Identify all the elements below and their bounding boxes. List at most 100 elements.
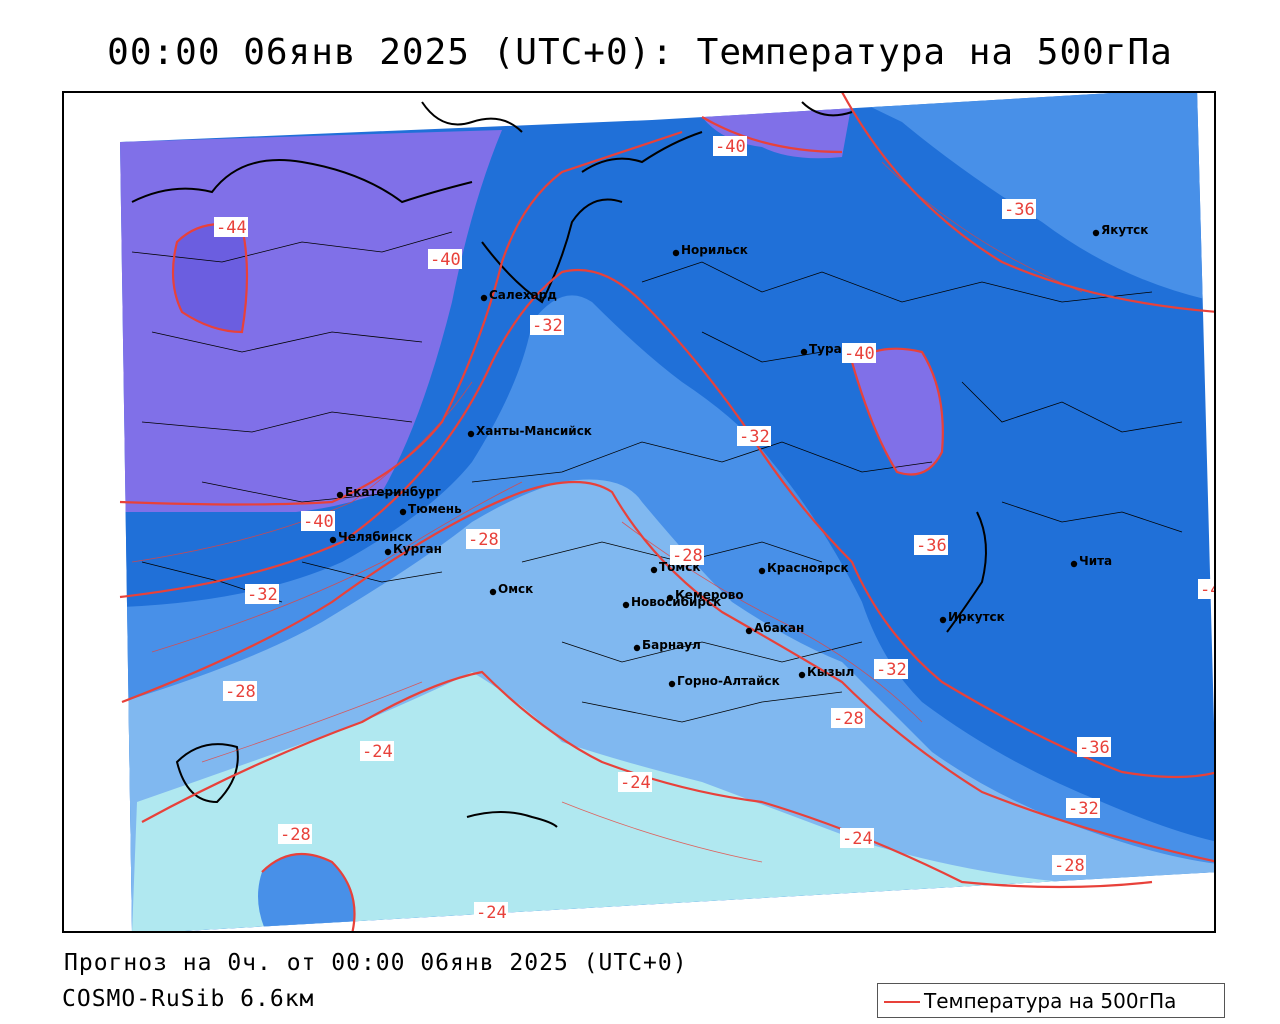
isotherm-label-bg [245, 584, 279, 604]
isotherm-label: -24 [476, 903, 507, 923]
isotherm-label-bg [278, 824, 312, 844]
isotherm-label: -24 [842, 829, 873, 849]
isotherm-label: -40 [430, 250, 461, 270]
city-label: Барнаул [642, 638, 701, 652]
city-dot [399, 508, 407, 516]
city-label: Тюмень [408, 502, 462, 516]
isotherm-label-bg [214, 217, 248, 237]
city-dot [1070, 560, 1078, 568]
city-dot [745, 627, 753, 635]
isotherm-label-bg [618, 772, 652, 792]
city-dot [672, 249, 680, 257]
city-label: Кызыл [807, 665, 854, 679]
isotherm-label: -28 [280, 825, 311, 845]
coastlines [131, 101, 987, 828]
isotherm-label: -24 [620, 773, 651, 793]
isotherm-label: -36 [1004, 200, 1035, 220]
map-frame: Якутск Норильск Салехард Тура Ханты-Мансийск… [62, 91, 1216, 933]
city-dot [800, 348, 808, 356]
isotherm-label-bg [842, 343, 876, 363]
city-label: Иркутск [948, 610, 1005, 624]
city-dot [758, 567, 766, 575]
isotherm-label: -40 [844, 344, 875, 364]
city-label: Норильск [681, 243, 748, 257]
isotherm-label: -40 [1200, 580, 1216, 600]
city-label: Красноярск [767, 561, 849, 575]
temperature-map: Якутск Норильск Салехард Тура Ханты-Мансийск… [64, 93, 1216, 931]
isotherm-label: -32 [247, 585, 278, 605]
isotherm-label: -28 [672, 546, 703, 566]
isotherm-label: -32 [876, 660, 907, 680]
city-markers: Якутск Норильск Салехард Тура Ханты-Мансийск… [329, 223, 1148, 688]
isotherm-label-bg [670, 545, 704, 565]
isotherm-label: -36 [916, 536, 947, 556]
city-dot [329, 536, 337, 544]
city-dot [384, 548, 392, 556]
city-dot [336, 491, 344, 499]
isotherm-label-bg [466, 529, 500, 549]
region-borders [131, 231, 1183, 723]
isotherm-label-bg [737, 426, 771, 446]
city-dot [480, 294, 488, 302]
city-label: Якутск [1101, 223, 1148, 237]
city-label: Тура [809, 342, 842, 356]
map-legend: Температура на 500гПа [877, 983, 1225, 1018]
city-label: Кемерово [675, 588, 744, 602]
isotherm-label: -32 [532, 316, 563, 336]
forecast-text: Прогноз на 0ч. от 00:00 06янв 2025 (UTC+… [64, 950, 688, 976]
model-name: COSMO-RuSib 6.6км [62, 986, 315, 1012]
isotherm-label: -40 [303, 512, 334, 532]
isotherm-label: -28 [468, 530, 499, 550]
city-dot [939, 616, 947, 624]
city-dot [798, 671, 806, 679]
city-label: Челябинск [338, 530, 413, 544]
city-dot [650, 566, 658, 574]
city-label: Горно-Алтайск [677, 674, 780, 688]
city-label: Омск [498, 582, 533, 596]
isotherm-label-bg [713, 136, 747, 156]
isotherm-label: -36 [1079, 738, 1110, 758]
legend-label: Температура на 500гПа [924, 989, 1177, 1013]
isotherm-label-bg [428, 249, 462, 269]
isotherm-label-bg [474, 902, 508, 922]
isotherm-label-bg [1077, 737, 1111, 757]
isotherm-label-bg [840, 828, 874, 848]
isotherm-label-bg [874, 659, 908, 679]
city-dot [489, 588, 497, 596]
city-label: Курган [393, 542, 442, 556]
city-label: Чита [1079, 554, 1112, 568]
map-title: 00:00 06янв 2025 (UTC+0): Температура на… [107, 32, 1173, 73]
isotherm-label: -24 [362, 742, 393, 762]
isotherm-label-bg [360, 741, 394, 761]
city-dot [1092, 229, 1100, 237]
city-dot [467, 430, 475, 438]
isotherm-label: -44 [216, 218, 247, 238]
isotherm-label: -32 [739, 427, 770, 447]
isotherm-label: -28 [225, 682, 256, 702]
city-dot [622, 601, 630, 609]
isotherm-label-bg [530, 315, 564, 335]
city-label: Новосибирск [631, 595, 721, 609]
city-label: Абакан [754, 621, 804, 635]
isotherm-label-bg [1052, 855, 1086, 875]
isotherm-label: -40 [715, 137, 746, 157]
isotherm-label-bg [1198, 579, 1214, 599]
isotherm-label-bg [914, 535, 948, 555]
isotherm-label-bg [301, 511, 335, 531]
isotherm-label-bg [831, 708, 865, 728]
isotherm-labels: -44 -40 -40 -40 -40 -40 -36 -36 -36 -32 -32 -32 -32 -… [214, 136, 1216, 923]
isotherm-label-bg [1002, 199, 1036, 219]
city-dot [633, 644, 641, 652]
isotherm-label: -32 [1068, 799, 1099, 819]
isotherm-label: -28 [833, 709, 864, 729]
isotherm-label-bg [223, 681, 257, 701]
city-dot [668, 680, 676, 688]
city-label: Екатеринбург [345, 485, 441, 499]
isotherm-label: -28 [1054, 856, 1085, 876]
isotherms [119, 93, 1214, 931]
colorbar: 2824201612840-4-8-12-16-20-24-28-32-36-4… [1200, 158, 1216, 698]
city-label: Ханты-Мансийск [476, 424, 592, 438]
isotherm-label-bg [1066, 798, 1100, 818]
legend-line-icon [884, 1001, 920, 1003]
city-dot [666, 594, 674, 602]
